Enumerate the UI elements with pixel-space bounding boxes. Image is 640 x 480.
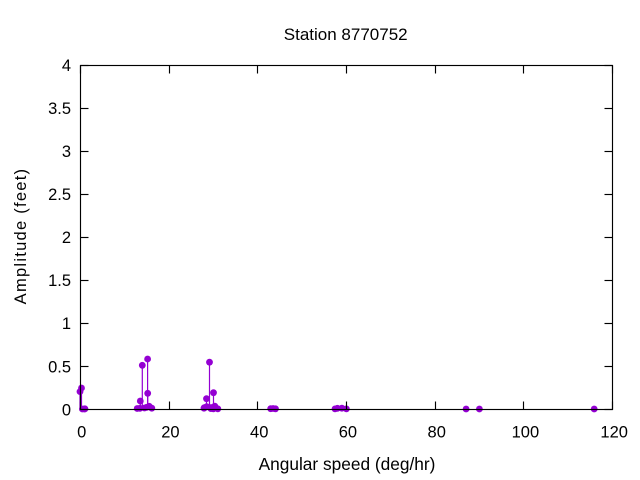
svg-text:1: 1 [62, 315, 71, 333]
svg-text:Amplitude (feet): Amplitude (feet) [12, 168, 30, 305]
svg-text:0.5: 0.5 [48, 358, 71, 376]
svg-text:Station 8770752: Station 8770752 [284, 25, 408, 44]
svg-text:80: 80 [428, 424, 446, 442]
svg-text:20: 20 [161, 424, 179, 442]
svg-text:120: 120 [600, 424, 628, 442]
svg-text:0: 0 [62, 401, 71, 419]
svg-text:0: 0 [77, 424, 86, 442]
svg-text:4: 4 [62, 57, 71, 75]
svg-text:100: 100 [512, 424, 540, 442]
svg-text:2: 2 [62, 229, 71, 247]
svg-text:40: 40 [250, 424, 268, 442]
svg-text:2.5: 2.5 [48, 186, 71, 204]
svg-text:60: 60 [339, 424, 357, 442]
svg-text:3: 3 [62, 143, 71, 161]
svg-text:1.5: 1.5 [48, 272, 71, 290]
svg-text:Angular speed (deg/hr): Angular speed (deg/hr) [259, 454, 436, 474]
svg-text:3.5: 3.5 [48, 100, 71, 118]
